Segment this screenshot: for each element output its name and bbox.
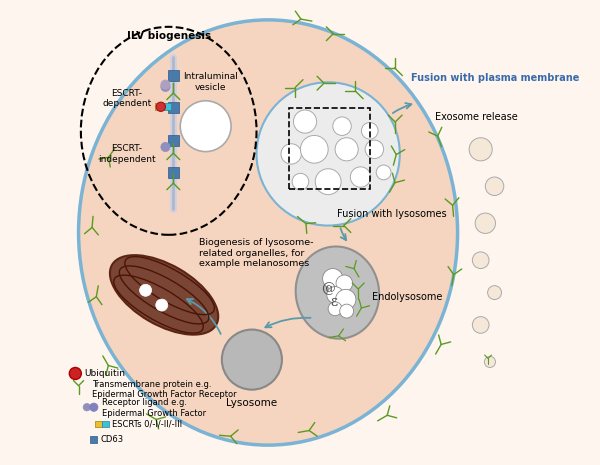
Circle shape [472, 252, 489, 269]
Text: Intraluminal
vesicle: Intraluminal vesicle [183, 72, 238, 92]
Circle shape [180, 101, 231, 152]
Circle shape [156, 299, 168, 311]
Text: Fusion with lysosomes: Fusion with lysosomes [337, 209, 447, 219]
Text: Endolysosome: Endolysosome [372, 292, 442, 302]
Bar [90, 436, 97, 443]
Circle shape [140, 284, 152, 296]
Circle shape [161, 82, 170, 92]
Circle shape [156, 102, 166, 112]
Circle shape [340, 304, 353, 318]
Text: ε: ε [331, 295, 338, 309]
Text: Fusion with plasma membrane: Fusion with plasma membrane [412, 73, 580, 83]
Circle shape [257, 82, 400, 226]
Circle shape [333, 117, 351, 135]
Circle shape [323, 269, 343, 289]
Ellipse shape [110, 255, 218, 335]
Circle shape [301, 135, 328, 163]
Bar [102, 421, 109, 427]
Text: Transmembrane protein e.g.
Epidermal Growth Factor Receptor: Transmembrane protein e.g. Epidermal Gro… [92, 380, 237, 399]
Bar [168, 134, 179, 146]
Circle shape [89, 403, 98, 412]
Circle shape [161, 80, 170, 89]
Circle shape [472, 317, 489, 333]
Text: Biogenesis of lysosome-
related organelles, for
example melanosomes: Biogenesis of lysosome- related organell… [199, 239, 313, 268]
Text: ESCRT-
independent: ESCRT- independent [98, 144, 156, 164]
Circle shape [484, 356, 496, 367]
Circle shape [488, 286, 502, 299]
Circle shape [335, 138, 358, 161]
Bar [155, 103, 163, 110]
Bar [95, 421, 101, 427]
Circle shape [281, 144, 301, 164]
Circle shape [376, 165, 391, 180]
Circle shape [335, 289, 356, 310]
Text: CD63: CD63 [100, 435, 124, 444]
Circle shape [350, 167, 371, 187]
Text: @: @ [321, 281, 335, 295]
Ellipse shape [79, 20, 458, 445]
Circle shape [361, 122, 378, 139]
Circle shape [327, 286, 343, 303]
Bar [168, 70, 179, 81]
Circle shape [469, 138, 492, 161]
Circle shape [315, 169, 341, 194]
Text: Exosome release: Exosome release [434, 112, 517, 122]
Circle shape [161, 142, 170, 152]
Circle shape [292, 173, 309, 190]
Circle shape [222, 330, 282, 390]
Ellipse shape [296, 246, 379, 339]
Text: ESCRTs 0/-I/-II/-III: ESCRTs 0/-I/-II/-III [112, 419, 182, 428]
Circle shape [83, 404, 91, 411]
Text: ILV biogenesis: ILV biogenesis [127, 31, 211, 41]
Text: Receptor ligand e.g.
Epidermal Growth Factor: Receptor ligand e.g. Epidermal Growth Fa… [101, 399, 206, 418]
Circle shape [365, 140, 383, 159]
Text: Ubiquitin: Ubiquitin [85, 369, 125, 378]
Bar [168, 102, 179, 113]
Circle shape [485, 177, 504, 195]
Text: ESCRT-
dependent: ESCRT- dependent [103, 89, 152, 108]
Circle shape [475, 213, 496, 233]
Bar [168, 167, 179, 178]
Bar [163, 103, 170, 110]
Circle shape [328, 302, 342, 316]
Circle shape [336, 275, 353, 292]
Circle shape [293, 110, 317, 133]
Text: Lysosome: Lysosome [226, 398, 277, 407]
Circle shape [70, 367, 82, 379]
